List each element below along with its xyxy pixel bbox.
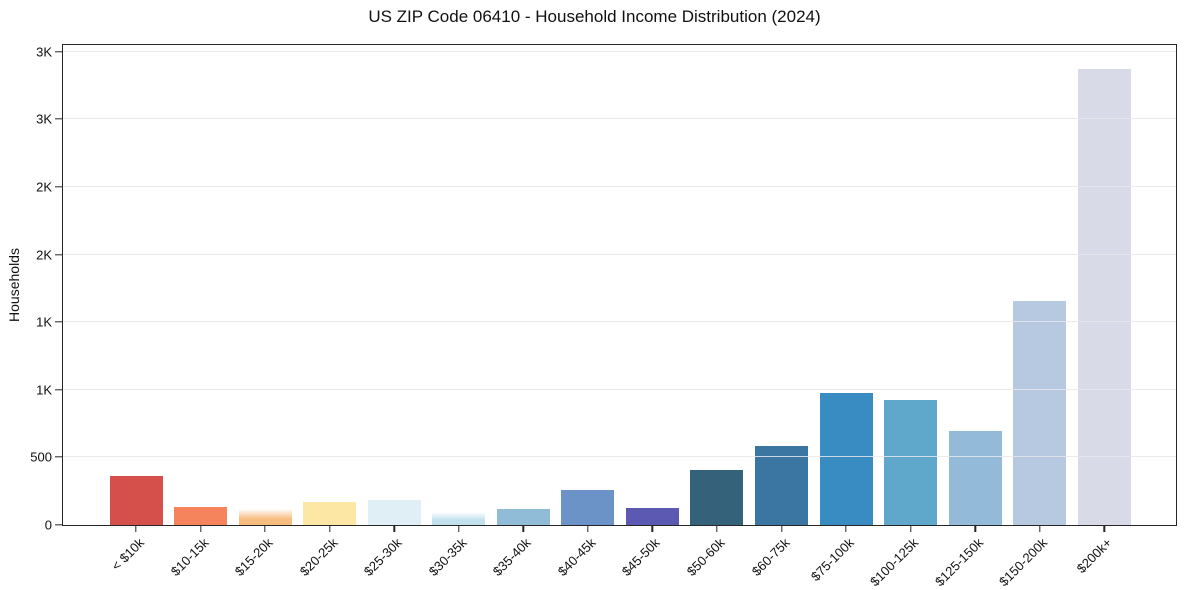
y-tick-mark xyxy=(55,118,62,120)
x-tick-label: $25-30k xyxy=(360,535,405,579)
x-tick-mark xyxy=(264,526,266,532)
x-tick-mark xyxy=(974,526,976,532)
x-tick-mark xyxy=(1103,526,1105,532)
y-tick-label: 0 xyxy=(44,517,52,533)
y-tick-mark xyxy=(55,456,62,458)
bar xyxy=(561,490,615,525)
x-tick-label: $75-100k xyxy=(807,535,857,584)
y-tick-label: 3K xyxy=(36,44,52,60)
bar xyxy=(690,470,744,525)
gridline xyxy=(63,118,1176,119)
bar xyxy=(755,446,808,525)
gridline xyxy=(63,254,1176,255)
x-tick-mark xyxy=(1038,526,1041,532)
y-tick-mark xyxy=(55,389,62,391)
bar xyxy=(1013,301,1067,525)
x-tick-label: $20-25k xyxy=(296,535,341,579)
x-tick-mark xyxy=(328,526,331,532)
x-tick-label: $200k+ xyxy=(1073,535,1115,577)
y-tick-mark xyxy=(55,51,62,53)
bar xyxy=(1077,69,1131,525)
x-tick-mark xyxy=(909,526,912,532)
x-tick-mark xyxy=(651,526,654,532)
y-tick-mark xyxy=(55,321,62,323)
x-tick-mark xyxy=(716,526,718,532)
y-tick-mark xyxy=(55,254,62,256)
bar xyxy=(432,512,486,525)
x-tick-label: $15-20k xyxy=(231,535,276,579)
y-tick-label: 3K xyxy=(36,111,52,127)
y-tick-label: 2K xyxy=(36,247,52,263)
x-tick-mark xyxy=(845,526,847,532)
x-tick-mark xyxy=(587,526,589,532)
bar xyxy=(238,509,292,525)
chart-title: US ZIP Code 06410 - Household Income Dis… xyxy=(368,7,821,26)
bar xyxy=(625,508,679,525)
bar xyxy=(174,507,228,525)
bar xyxy=(367,500,421,525)
y-tick-mark xyxy=(55,524,62,526)
bar xyxy=(884,400,938,525)
x-tick-label: $35-40k xyxy=(490,535,534,579)
x-tick-label: $50-60k xyxy=(683,535,728,579)
y-tick-label: 1K xyxy=(36,382,52,398)
x-tick-mark xyxy=(458,526,460,532)
x-tick-label: $45-50k xyxy=(619,535,664,579)
x-tick-label: $10-15k xyxy=(167,535,212,579)
bar xyxy=(819,393,873,525)
y-tick-label: 500 xyxy=(30,449,52,465)
x-tick-label: $30-35k xyxy=(425,535,470,579)
x-tick-label: $100-125k xyxy=(867,535,922,590)
x-tick-mark xyxy=(522,526,524,532)
x-tick-label: $125-150k xyxy=(931,535,986,590)
x-tick-label: $60-75k xyxy=(748,535,793,579)
x-tick-mark xyxy=(393,526,395,532)
x-tick-label: $40-45k xyxy=(554,535,599,579)
bar xyxy=(948,431,1002,525)
x-tick-mark xyxy=(780,526,783,532)
x-tick-mark xyxy=(135,526,137,532)
y-tick-mark xyxy=(55,186,62,188)
x-tick-mark xyxy=(199,526,202,532)
y-tick-label: 1K xyxy=(36,314,52,330)
bar xyxy=(109,476,163,525)
x-tick-label: $150-200k xyxy=(996,535,1051,590)
y-axis-label: Households xyxy=(6,248,22,322)
y-tick-label: 2K xyxy=(36,179,52,195)
x-tick-label: < $10k xyxy=(108,535,147,574)
gridline xyxy=(63,389,1176,390)
bar xyxy=(496,509,550,525)
gridline xyxy=(63,456,1176,457)
gridline xyxy=(63,51,1176,52)
bar xyxy=(303,502,357,525)
plot-area xyxy=(62,44,1177,526)
gridline xyxy=(63,186,1176,187)
gridline xyxy=(63,321,1176,322)
